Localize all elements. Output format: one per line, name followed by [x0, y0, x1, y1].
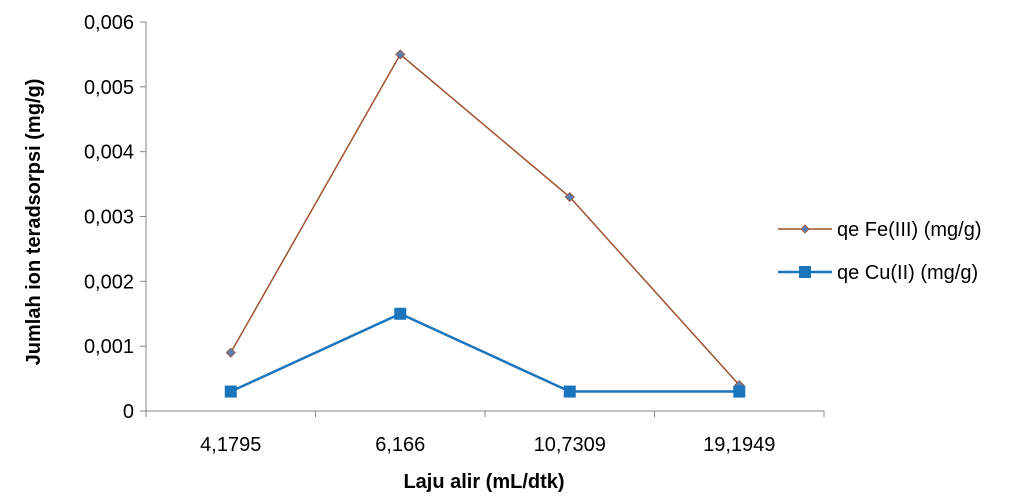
data-point: [563, 385, 576, 398]
data-point: [394, 307, 407, 320]
legend-label-cu: qe Cu(II) (mg/g): [837, 262, 978, 284]
series-layer: [224, 49, 746, 398]
legend: qe Fe(III) (mg/g) qe Cu(II) (mg/g): [778, 219, 981, 284]
y-tick-label: 0,002: [84, 271, 134, 293]
y-tick-label: 0,004: [84, 142, 134, 164]
legend-marker-fe: [800, 224, 810, 234]
series-line: [230, 312, 740, 393]
series-cu: [224, 307, 746, 398]
data-point: [564, 191, 575, 203]
y-tick-label: 0,005: [84, 77, 134, 99]
legend-item-cu: qe Cu(II) (mg/g): [778, 262, 978, 284]
y-tick-label: 0: [123, 401, 134, 423]
x-tick-label: 19,1949: [703, 434, 775, 456]
data-point: [733, 385, 746, 398]
x-tick-label: 6,166: [375, 434, 425, 456]
x-tick-label: 4,1795: [200, 434, 261, 456]
data-point: [395, 49, 406, 60]
data-point: [225, 347, 236, 358]
x-axis-title: Laju alir (mL/dtk): [403, 471, 564, 493]
y-axis-title: Jumlah ion teradsorpsi (mg/g): [23, 79, 45, 366]
y-tick-label: 0,001: [84, 336, 134, 358]
y-axis: 0 0,001 0,002 0,003 0,004 0,005 0,006: [84, 12, 147, 423]
y-tick-label: 0,006: [84, 12, 134, 34]
series-fe: [225, 49, 745, 391]
x-axis: 4,1795 6,166 10,7309 19,1949: [145, 410, 825, 456]
legend-label-fe: qe Fe(III) (mg/g): [837, 219, 981, 241]
y-tick-label: 0,003: [84, 207, 134, 229]
legend-marker-cu: [799, 266, 811, 278]
legend-item-fe: qe Fe(III) (mg/g): [778, 219, 981, 241]
x-tick-label: 10,7309: [534, 434, 606, 456]
series-line: [230, 53, 740, 386]
data-point: [224, 385, 237, 398]
